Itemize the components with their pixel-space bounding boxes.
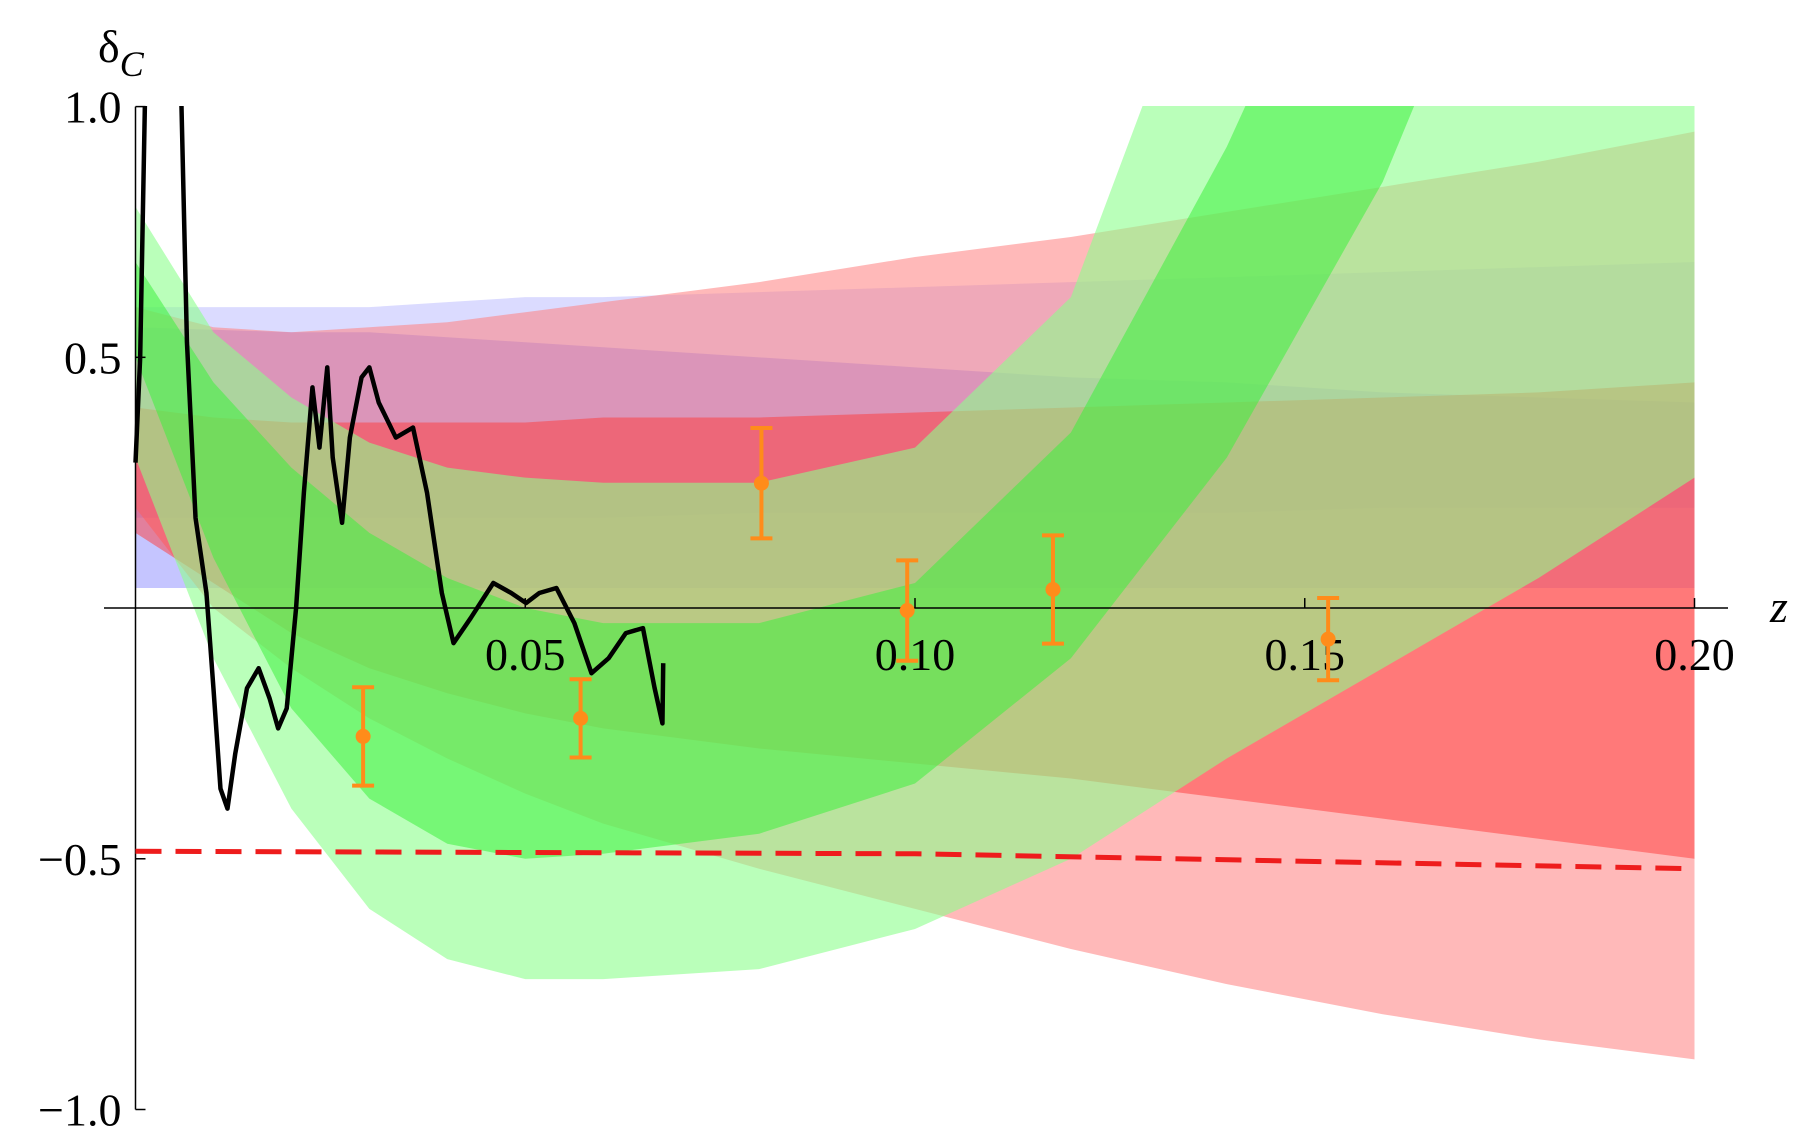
error-point xyxy=(1041,533,1064,646)
point xyxy=(1320,631,1336,647)
point xyxy=(753,475,769,491)
x-tick-label: 0.05 xyxy=(485,629,566,680)
y-label-symbol: δ xyxy=(98,21,120,72)
data-line xyxy=(133,106,666,811)
y-tick-label: 1.0 xyxy=(64,82,122,133)
lines xyxy=(133,106,1695,872)
point xyxy=(1045,581,1061,597)
axes: 0.05 0.10 0.15 0.20−1.0−0.50.51.0 xyxy=(38,82,1735,1136)
point xyxy=(573,710,589,726)
error-point xyxy=(1317,596,1340,683)
y-tick-label: −1.0 xyxy=(38,1085,121,1136)
error-point xyxy=(569,677,592,760)
x-axis-label: z xyxy=(1769,581,1788,632)
error-points xyxy=(352,426,1340,788)
error-point xyxy=(896,558,919,663)
x-tick-label: 0.20 xyxy=(1654,629,1735,680)
y-axis-label: δC xyxy=(98,21,145,84)
error-point xyxy=(352,685,375,788)
point xyxy=(355,728,371,744)
point xyxy=(899,603,915,619)
y-tick-label: 0.5 xyxy=(64,332,122,383)
dashed-line xyxy=(135,848,1695,872)
y-tick-label: −0.5 xyxy=(38,834,121,885)
y-label-subscript: C xyxy=(120,44,145,84)
band xyxy=(135,106,1415,859)
error-point xyxy=(750,426,773,541)
x-tick-label: 0.10 xyxy=(875,629,956,680)
bands xyxy=(135,106,1695,1060)
